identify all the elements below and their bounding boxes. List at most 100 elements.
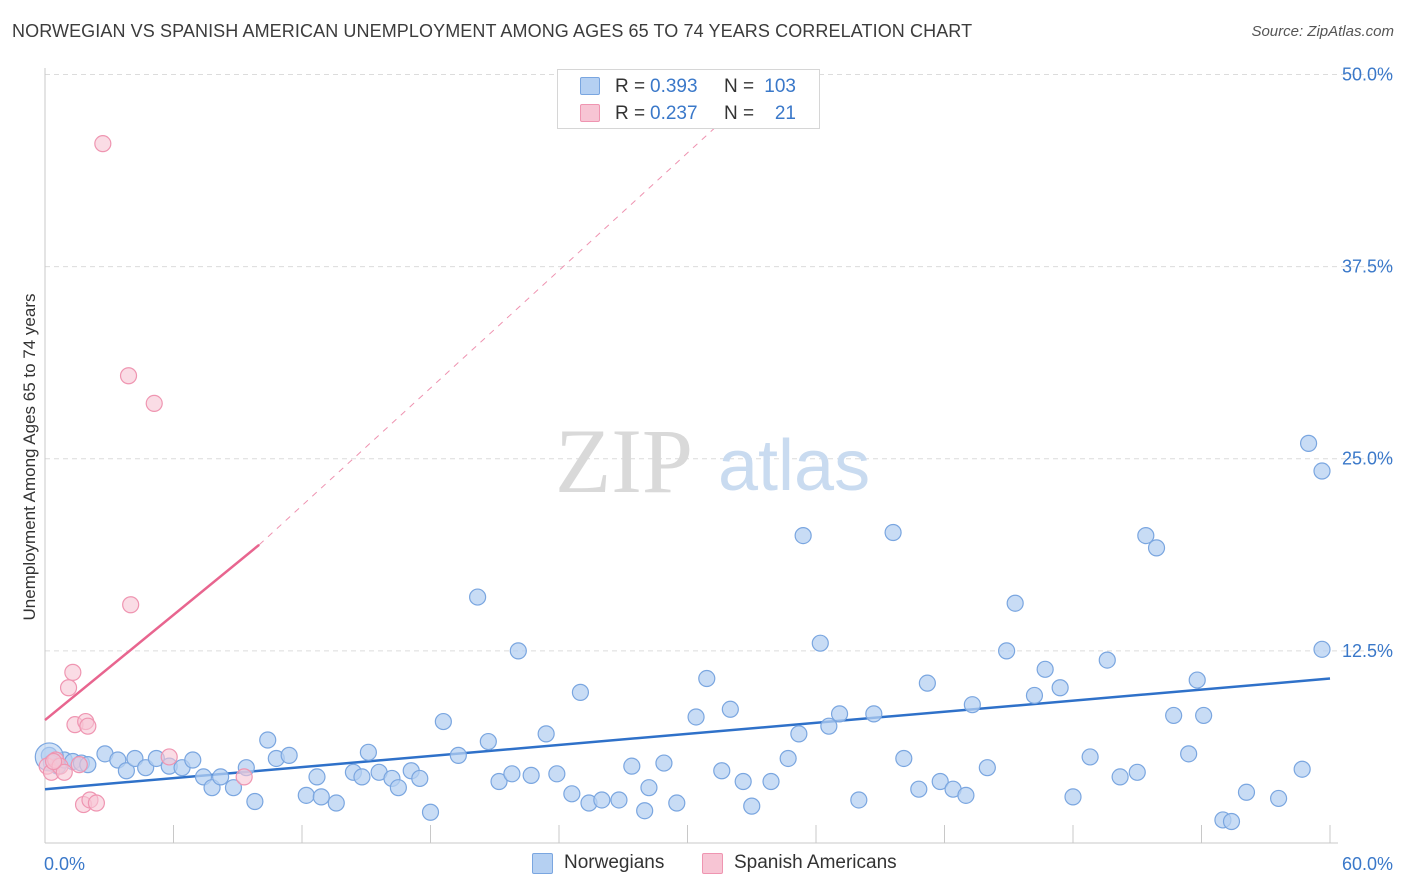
norwegian-point bbox=[1111, 768, 1129, 786]
norwegian-point bbox=[743, 797, 761, 815]
x-tick-label-max: 60.0% bbox=[1342, 854, 1393, 874]
norwegian-point bbox=[1293, 760, 1311, 778]
spanish-american-point bbox=[145, 394, 163, 413]
norwegian-point bbox=[359, 743, 377, 761]
gridlines bbox=[45, 73, 1392, 652]
norwegian-point bbox=[327, 794, 345, 812]
norwegian-point bbox=[820, 717, 838, 735]
y-tick-label: 25.0% bbox=[1342, 449, 1393, 469]
norwegian-point bbox=[1098, 651, 1116, 669]
norwegian-point bbox=[623, 757, 641, 775]
norwegian-point bbox=[1036, 660, 1054, 678]
legend-row-norwegians: R = 0.393 N = 103 bbox=[558, 74, 819, 100]
legend-n-label: N = bbox=[724, 76, 755, 97]
source-credit: Source: ZipAtlas.com bbox=[1251, 23, 1394, 40]
norwegian-point bbox=[308, 768, 326, 786]
norwegian-point bbox=[910, 780, 928, 798]
norwegian-point bbox=[593, 791, 611, 809]
norwegian-point bbox=[469, 588, 487, 606]
norwegian-point bbox=[610, 791, 628, 809]
legend-r-label: R = bbox=[615, 76, 646, 97]
norwegian-point bbox=[1269, 789, 1288, 808]
norwegian-point bbox=[957, 786, 975, 804]
spanish-american-point bbox=[235, 768, 253, 786]
norwegian-point bbox=[1222, 812, 1241, 831]
norwegian-point bbox=[1064, 788, 1082, 806]
spanish-american-point bbox=[59, 679, 78, 697]
norwegian-point bbox=[297, 786, 315, 804]
norwegian-point bbox=[865, 705, 883, 723]
tick-labels: 12.5% 25.0% 37.5% 50.0% 0.0% 60.0% bbox=[44, 64, 1393, 874]
legend-row-spanish-americans: R = 0.237 N = 21 bbox=[558, 101, 819, 127]
norwegian-point bbox=[698, 669, 716, 688]
norwegian-point bbox=[259, 731, 277, 749]
axes bbox=[44, 68, 1338, 844]
legend-n-value: 21 bbox=[774, 103, 796, 124]
norwegian-point bbox=[850, 791, 868, 809]
legend-swatch-spanish-americans bbox=[580, 104, 600, 122]
y-tick-label: 50.0% bbox=[1342, 64, 1393, 84]
norwegian-point bbox=[1147, 539, 1166, 557]
norwegian-point bbox=[1188, 671, 1206, 689]
spanish-american-point bbox=[94, 135, 112, 153]
y-tick-label: 12.5% bbox=[1342, 641, 1393, 661]
norwegian-point bbox=[884, 523, 902, 542]
spanish-american-point bbox=[70, 756, 88, 774]
norwegian-point bbox=[963, 696, 981, 714]
norwegian-point bbox=[1025, 686, 1044, 705]
spanish-american-point bbox=[44, 752, 63, 771]
watermark-atlas: atlas bbox=[718, 426, 870, 506]
spanish-american-point bbox=[55, 763, 73, 781]
norwegian-point bbox=[790, 725, 808, 743]
norwegian-point bbox=[734, 772, 752, 791]
chart-title: NORWEGIAN VS SPANISH AMERICAN UNEMPLOYME… bbox=[12, 21, 973, 41]
norwegian-point bbox=[434, 712, 452, 731]
legend-r-label: R = bbox=[615, 103, 646, 124]
norwegian-point bbox=[184, 751, 202, 769]
norwegian-point bbox=[978, 759, 996, 777]
stats-legend: R = 0.393 N = 103 R = 0.237 N = 21 bbox=[557, 69, 820, 129]
norwegian-point bbox=[721, 700, 739, 718]
norwegian-point bbox=[571, 683, 590, 701]
spanish-american-point bbox=[122, 596, 140, 614]
norwegian-point bbox=[998, 642, 1016, 660]
norwegian-point bbox=[522, 766, 540, 784]
spanish-american-point bbox=[119, 367, 138, 385]
norwegian-point bbox=[389, 779, 407, 797]
norwegian-point bbox=[411, 769, 429, 788]
norwegian-point bbox=[212, 768, 230, 786]
norwegian-point bbox=[1165, 706, 1183, 725]
norwegian-point bbox=[353, 768, 371, 786]
norwegian-point bbox=[1180, 745, 1198, 763]
legend-n-value: 103 bbox=[764, 76, 796, 97]
norwegian-point bbox=[895, 749, 913, 768]
norwegian-point bbox=[246, 792, 264, 811]
norwegian-point bbox=[503, 765, 521, 783]
spanish-american-points bbox=[38, 135, 253, 814]
watermark-zip: ZIP bbox=[555, 410, 693, 512]
norwegian-point bbox=[762, 772, 780, 791]
norwegian-point bbox=[655, 754, 673, 772]
legend-swatch-norwegians bbox=[580, 77, 600, 95]
norwegian-point bbox=[830, 705, 849, 723]
norwegian-point bbox=[794, 526, 812, 545]
legend-swatch-norwegians bbox=[532, 853, 553, 874]
norwegian-point bbox=[779, 749, 797, 768]
trend-lines bbox=[44, 74, 1331, 791]
norwegian-point bbox=[918, 674, 936, 692]
legend-n-label: N = bbox=[724, 103, 755, 124]
norwegian-point bbox=[312, 788, 330, 806]
norwegian-point bbox=[280, 746, 298, 764]
norwegian-point bbox=[1237, 783, 1256, 801]
legend-swatch-spanish-americans bbox=[702, 853, 723, 874]
norwegian-trend-line bbox=[44, 677, 1331, 791]
norwegian-point bbox=[479, 732, 497, 751]
norwegian-point bbox=[1313, 462, 1331, 480]
norwegian-point bbox=[931, 772, 949, 791]
spanish-american-point bbox=[160, 748, 178, 766]
norwegian-point bbox=[636, 802, 654, 820]
norwegian-point bbox=[713, 762, 731, 780]
norwegian-point bbox=[537, 725, 555, 743]
y-tick-label: 37.5% bbox=[1342, 257, 1393, 277]
norwegian-point bbox=[1195, 706, 1213, 725]
